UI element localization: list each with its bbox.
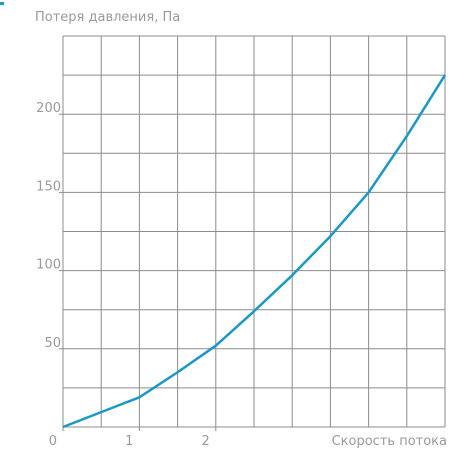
x-tick-label: 1 (125, 434, 133, 449)
y-tick-label: 100 (36, 258, 61, 273)
corner-mark (0, 2, 4, 5)
x-tick-label: 0 (49, 434, 57, 449)
y-axis-label: Потеря давления, Па (35, 10, 180, 25)
y-tick-label: 200 (36, 101, 61, 116)
y-tick-label: 150 (36, 179, 61, 194)
x-axis-label: Скорость потока (332, 434, 447, 449)
data-line (62, 74, 447, 429)
y-tick-label: 50 (44, 336, 61, 351)
x-tick-label: 2 (202, 434, 210, 449)
